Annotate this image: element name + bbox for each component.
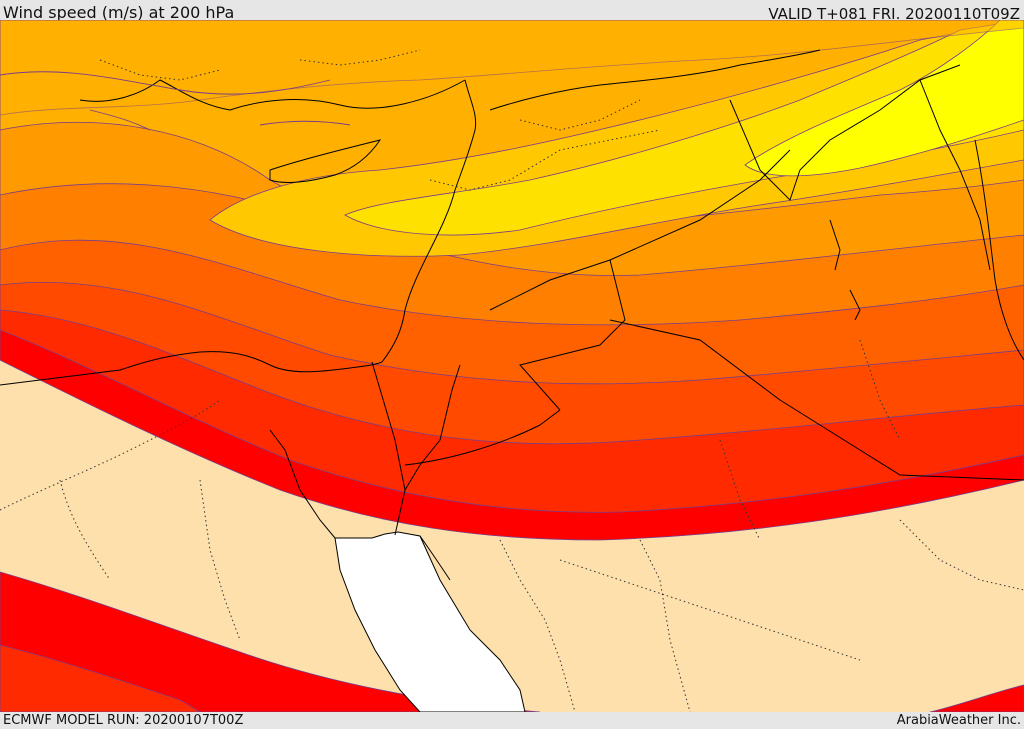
wind-speed-map <box>0 20 1024 712</box>
band-bright-yellow <box>744 20 1024 177</box>
map-canvas <box>0 20 1024 712</box>
band-south-orange-red <box>0 644 201 712</box>
map-title: Wind speed (m/s) at 200 hPa <box>3 3 235 22</box>
contour-lines <box>0 71 351 131</box>
footer: ECMWF MODEL RUN: 20200107T00Z ArabiaWeat… <box>0 712 1024 729</box>
coastlines <box>0 49 1024 581</box>
country-borders <box>0 49 1024 712</box>
valid-time: VALID T+081 FRI. 20200110T09Z <box>768 5 1020 23</box>
red-sea <box>334 531 526 712</box>
header: Wind speed (m/s) at 200 hPa VALID T+081 … <box>0 0 1024 23</box>
credit-label: ArabiaWeather Inc. <box>896 713 1021 728</box>
model-run-label: ECMWF MODEL RUN: 20200107T00Z <box>3 713 244 728</box>
band-north-ribbon <box>0 20 1024 116</box>
